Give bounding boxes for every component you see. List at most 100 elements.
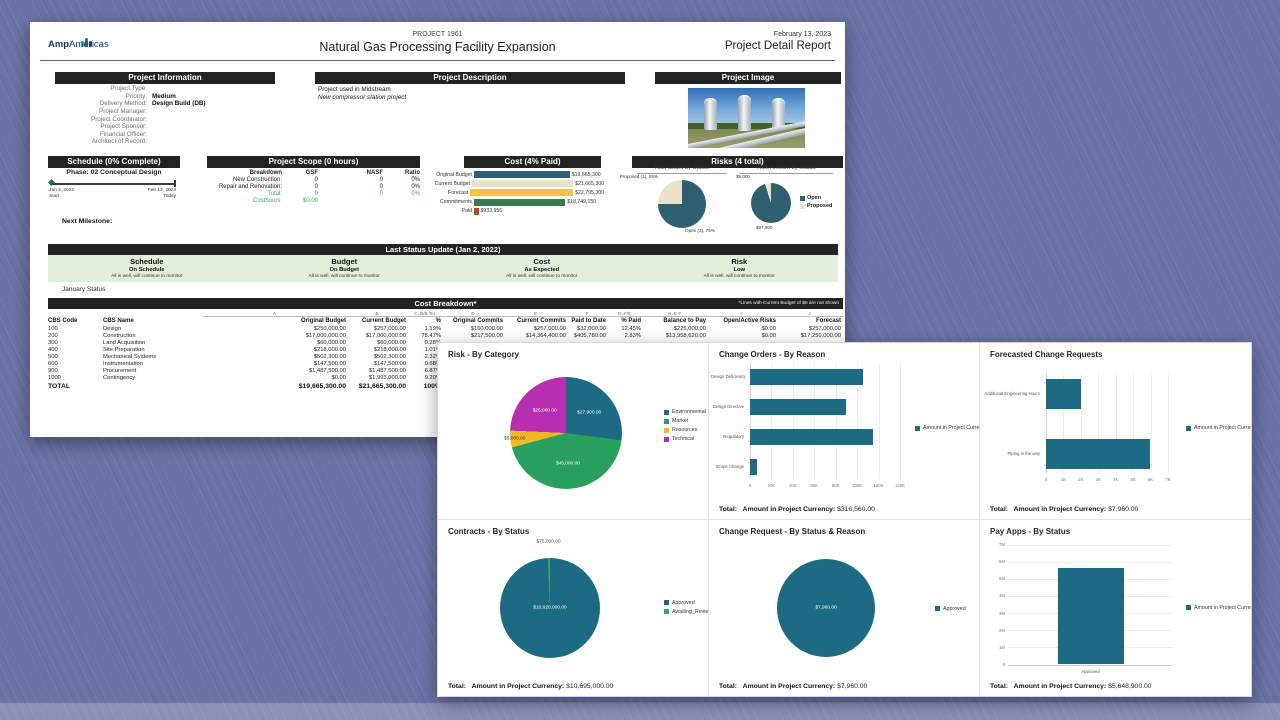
breakdown-data-row-cell: $257,000.00 — [533, 325, 566, 332]
scope-row-ratio: 0% — [411, 176, 420, 183]
timeline-line — [50, 183, 176, 185]
chart-legend-label: Environmental — [672, 409, 706, 415]
breakdown-data-row-cell: $14,364,400.00 — [525, 332, 566, 339]
breakdown-letter-row-cell: J — [778, 310, 843, 317]
chart-total-series: Amount in Project Currency: — [742, 683, 836, 690]
chart-total: Total: Amount in Project Currency: $5,64… — [990, 683, 1152, 690]
scope-header-cell: Breakdown — [249, 169, 282, 176]
bar-category-label: Piping in the way — [1007, 451, 1041, 456]
span — [84, 38, 88, 47]
status-column-status: Low — [733, 267, 746, 273]
info-field-row: Project Coordinator: — [55, 115, 290, 123]
breakdown-header-row-cell: % Paid — [621, 318, 641, 324]
axis-tick-label: 5K — [1130, 477, 1136, 482]
company-logo-text: AmpAmericas — [48, 39, 109, 50]
info-field-label: Project Sponsor: — [100, 123, 147, 131]
cost-bar-value: $21,665,300 — [575, 180, 604, 187]
axis-tick-label: 7M — [999, 542, 1005, 547]
bar — [750, 459, 758, 475]
breakdown-data-row-cell: $147,500.00 — [373, 361, 406, 368]
status-column-title: Budget — [331, 257, 358, 266]
chart-panel-contracts-by-status: Contracts - By Status $10,620,000.00 $75,0… — [438, 519, 709, 696]
scope-row-gsf: 0 — [314, 176, 318, 183]
risk-amount-proposed-label: $5,000 — [735, 174, 750, 179]
report-page-2: Risk - By Category $27,900.00 $45,000.00 $5… — [437, 342, 1252, 697]
timeline-start-caption: Start — [49, 193, 60, 199]
breakdown-data-row-cell: $257,000.00 — [808, 325, 841, 332]
scope-header-cell: NASF — [366, 169, 383, 176]
breakdown-letter-row-cell: G=F/E — [608, 310, 643, 317]
status-column-title: Risk — [731, 257, 748, 266]
cost-bar-label: Forecast — [448, 189, 469, 196]
info-field-row: Financial Officer: — [55, 131, 290, 139]
project-description-line1: Project used in Midstream — [318, 86, 391, 93]
chart-total-value: $7,960.00 — [1106, 505, 1139, 513]
bar-category-label: Design Directive — [712, 404, 744, 409]
axis-tick-label: 4M — [999, 593, 1005, 599]
breakdown-data-row-cell: Instrumentation — [103, 361, 143, 368]
breakdown-data-row: 400 Site Preparation $218,000.00 $218,000.0… — [48, 346, 843, 353]
status-column-note: All is well, will continue to monitor — [703, 274, 775, 279]
section-heading-project-image: Project Image — [655, 72, 841, 84]
breakdown-header-row-cell: Original Commits — [452, 318, 503, 324]
breakdown-header-row-cell: Balance to Pay — [663, 318, 706, 324]
breakdown-data-row-cell: $1,993,000.00 — [368, 375, 406, 382]
chart-title: Contracts - By Status — [448, 526, 530, 536]
company-logo: AmpAmericas — [48, 28, 143, 54]
bar — [750, 429, 874, 445]
breakdown-data-row-cell: $160,000.00 — [470, 325, 503, 332]
bar-category-label: Scope Change — [715, 464, 744, 469]
risks-legend-swatch — [800, 195, 805, 201]
project-code: PROJECT 1961 — [412, 31, 463, 38]
timeline-start-labels: Jan 2, 2022 Start — [49, 188, 74, 199]
section-heading-cost-breakdown: Cost Breakdown* *Lines with Current Budg… — [48, 298, 843, 309]
chart-total-value: $10,695,000.00 — [564, 683, 614, 690]
project-information-fields: Project Type: Priority: Medium Delivery Met… — [55, 85, 290, 146]
report-header-center: PROJECT 1961 Natural Gas Processing Faci… — [30, 31, 845, 54]
report-date: February 13, 2023 — [773, 31, 831, 38]
project-description-line2: New compressor station project — [318, 94, 407, 101]
scope-row-gsf: 0 — [314, 183, 318, 190]
cost-bar — [474, 207, 479, 215]
breakdown-data-row-cell: 900 — [48, 368, 58, 375]
axis-gridline — [750, 363, 751, 479]
next-milestone-label: Next Milestone: — [62, 218, 113, 225]
status-column-status: On Schedule — [129, 267, 165, 273]
axis-tick-label: 7K — [1165, 477, 1171, 482]
breakdown-data-row: 900 Procurement $1,487,500.00 $1,487,500.00… — [48, 368, 843, 375]
breakdown-letter-row-cell: I — [708, 310, 778, 317]
bar-category-label: Approved — [1081, 668, 1100, 674]
pie-slice-label: $5,000.00 — [504, 436, 526, 442]
info-field-row: Project Type: — [55, 85, 290, 93]
schedule-phase: Phase: 02 Conceptual Design — [66, 169, 162, 176]
chart-legend-swatch — [664, 600, 669, 605]
chart-legend-label: Resources — [672, 427, 698, 433]
risks-legend-item: Open — [800, 195, 832, 201]
chart-legend-swatch — [664, 418, 669, 424]
axis-gridline — [1080, 373, 1082, 473]
timeline-end-labels: Feb 13, 2023 Today — [128, 188, 176, 199]
pie-slice-label: $45,000.00 — [555, 461, 580, 467]
chart-legend-swatch — [664, 436, 669, 442]
status-column-title: Cost — [533, 257, 551, 266]
chart-legend-label: Approved — [943, 605, 966, 612]
scope-row: Total: 0 0 0% — [207, 190, 420, 197]
chart-total-value: $316,560.00 — [835, 505, 875, 513]
scope-row-ratio: 0% — [411, 190, 420, 197]
axis-tick-label: 1M — [999, 644, 1005, 650]
scope-header-row: Breakdown GSF NASF Ratio — [207, 169, 420, 176]
chart-legend-label: Approved — [672, 599, 695, 606]
chart-legend-label: Amount in Project Currency — [1194, 425, 1251, 431]
axis-gridline — [771, 363, 773, 479]
breakdown-header-row-cell: Open/Active Risks — [723, 318, 776, 324]
bar — [1046, 439, 1150, 469]
status-column-title: Schedule — [130, 257, 164, 266]
section-heading-risks: Risks (4 total) — [632, 156, 843, 168]
breakdown-table: A B C=B/B Tot D E F G=F/E H=E-F I J CBS Code CBS Na… — [48, 310, 843, 391]
axis-gridline — [792, 363, 794, 479]
chart-legend-item: Environmental — [664, 409, 706, 415]
cost-bar-value: $22,795,300 — [575, 189, 604, 196]
chart-title: Risk - By Category — [448, 350, 520, 359]
scope-row-gsf: $0.00 — [302, 197, 318, 204]
breakdown-data-row: 200 Construction $17,000,000.00 $17,000,000… — [48, 332, 843, 339]
